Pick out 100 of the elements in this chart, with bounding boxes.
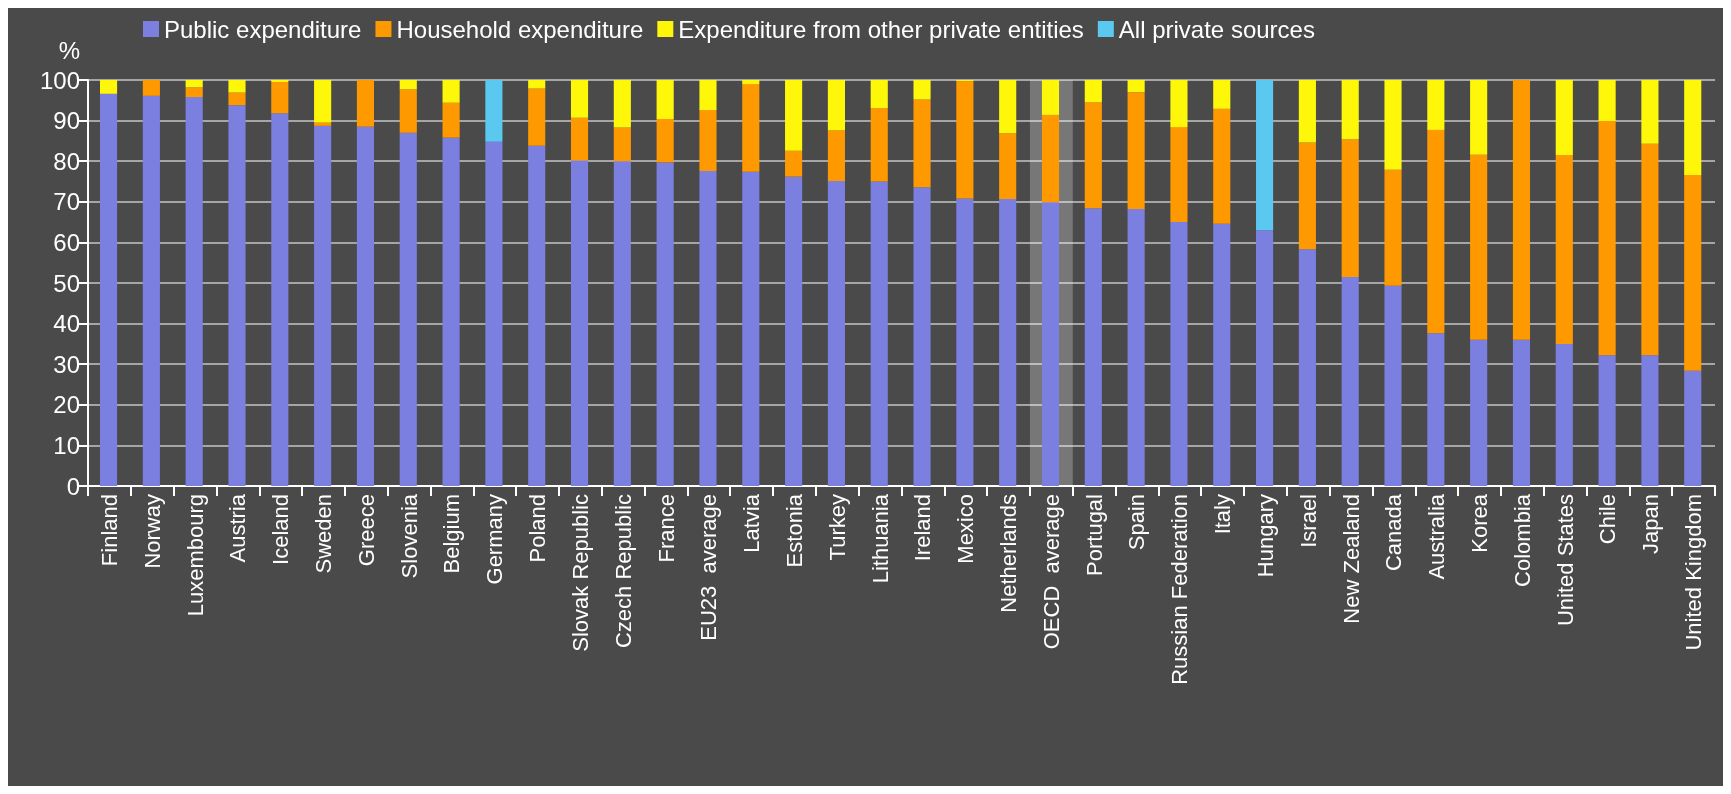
bar	[1041, 80, 1060, 115]
bar	[913, 187, 931, 486]
bar	[99, 80, 118, 94]
bar	[1470, 80, 1488, 155]
bar	[699, 80, 717, 111]
x-tick-label: France	[653, 494, 679, 563]
legend-label: Household expenditure	[396, 15, 644, 43]
bar	[1641, 143, 1659, 356]
bar	[827, 181, 845, 486]
bar	[699, 170, 717, 486]
bar	[1041, 202, 1060, 486]
bar	[271, 82, 289, 114]
bar	[913, 99, 931, 188]
bar	[1512, 339, 1531, 486]
bar	[185, 97, 203, 486]
bar	[1641, 80, 1659, 144]
bar	[271, 80, 289, 83]
bar	[1384, 285, 1402, 486]
bar	[742, 84, 760, 172]
y-tick-label: 80	[53, 147, 80, 175]
bar	[142, 95, 160, 486]
x-tick-label: Latvia	[739, 493, 765, 553]
bar	[1555, 155, 1573, 344]
x-tick-label: United Kingdom	[1681, 494, 1707, 651]
bar	[1384, 169, 1402, 286]
bar	[399, 80, 417, 90]
bar	[1213, 80, 1231, 109]
bar	[485, 80, 503, 142]
x-tick-label: Netherlands	[996, 494, 1022, 613]
bar	[1427, 129, 1445, 334]
x-tick-label: Italy	[1210, 494, 1236, 535]
x-tick-label: Czech Republic	[610, 494, 636, 649]
bar	[271, 113, 289, 486]
bar	[999, 198, 1017, 486]
x-tick-label: EU23 average	[696, 494, 722, 641]
bar	[1213, 108, 1231, 224]
bar	[742, 171, 760, 486]
bar	[442, 80, 460, 103]
bar	[528, 80, 546, 89]
bar	[1470, 154, 1488, 340]
x-tick-label: Greece	[353, 494, 379, 567]
bar	[785, 176, 803, 486]
x-tick-label: Luxembourg	[182, 494, 208, 617]
x-tick-label: Spain	[1124, 494, 1150, 551]
bar	[699, 110, 717, 171]
bar	[228, 105, 246, 486]
y-tick-label: 40	[53, 310, 80, 338]
x-tick-label: Iceland	[268, 494, 294, 565]
bar	[1512, 80, 1531, 340]
y-tick-label: 50	[53, 269, 80, 297]
bar	[1384, 80, 1402, 170]
bar	[1684, 370, 1702, 486]
bar	[1470, 339, 1488, 486]
bar	[1127, 80, 1145, 93]
x-tick-label: Poland	[525, 494, 551, 563]
x-tick-label: Estonia	[781, 493, 807, 568]
bar	[356, 126, 375, 486]
bar	[956, 198, 974, 486]
x-tick-label: Australia	[1424, 493, 1450, 580]
x-tick-label: Slovenia	[396, 493, 422, 579]
x-tick-label: New Zealand	[1338, 494, 1364, 624]
x-tick-label: Chile	[1595, 494, 1621, 545]
bar	[1256, 230, 1274, 486]
legend-label: Expenditure from other private entities	[678, 15, 1084, 43]
bar	[228, 80, 246, 93]
y-tick-label: 60	[53, 228, 80, 256]
y-tick-label: 30	[53, 350, 80, 378]
bar	[1256, 80, 1274, 231]
x-tick-label: Slovak Republic	[567, 494, 593, 652]
x-tick-label: United States	[1552, 494, 1578, 627]
x-tick-label: Colombia	[1509, 493, 1535, 587]
bar	[99, 93, 118, 486]
bar	[913, 80, 931, 100]
bar	[613, 127, 631, 162]
x-tick-label: Sweden	[310, 494, 336, 574]
bar	[1127, 209, 1145, 486]
bar	[785, 80, 803, 151]
x-tick-label: Austria	[225, 493, 251, 563]
bar	[1170, 222, 1188, 486]
y-tick-label: 20	[53, 391, 80, 419]
x-tick-label: Germany	[482, 494, 508, 585]
bar	[185, 80, 203, 88]
x-tick-label: OECD average	[1038, 494, 1064, 650]
bar	[656, 80, 674, 119]
y-tick-label: 100	[39, 66, 80, 94]
x-tick-label: Japan	[1638, 494, 1664, 554]
x-tick-label: Mexico	[953, 494, 979, 564]
bar	[1298, 249, 1316, 486]
bar	[870, 181, 888, 486]
bar	[1555, 343, 1573, 486]
x-tick-label: Hungary	[1252, 494, 1278, 578]
bar	[1684, 80, 1702, 175]
bar	[528, 88, 546, 146]
x-tick-label: Ireland	[910, 494, 936, 562]
bar	[1555, 80, 1573, 156]
bar	[1084, 80, 1102, 103]
bar	[142, 80, 160, 96]
bar	[1298, 142, 1316, 250]
bar	[570, 117, 589, 161]
bar	[1427, 80, 1445, 130]
